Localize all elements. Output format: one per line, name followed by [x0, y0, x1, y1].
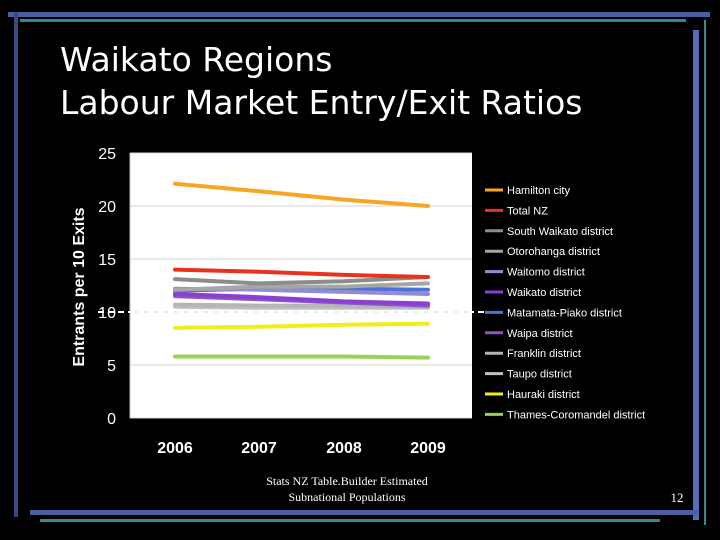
top-border-bar — [8, 12, 710, 17]
y-tick-label: 20 — [98, 199, 116, 216]
page-number: 12 — [670, 490, 684, 505]
legend-label: Waipa district — [507, 328, 573, 340]
x-tick-label: 2007 — [241, 440, 277, 457]
right-border-thin — [704, 20, 706, 525]
slide-title: Waikato Regions Labour Market Entry/Exit… — [60, 38, 582, 124]
x-tick-label: 2006 — [157, 440, 193, 457]
source-line-2: Subnational Populations — [288, 490, 406, 504]
legend: Hamilton city Total NZ South Waikato distr… — [485, 185, 645, 421]
y-tick-label: 15 — [98, 252, 116, 269]
legend-label: Thames-Coromandel district — [507, 409, 645, 421]
series-line — [173, 292, 430, 306]
bottom-border-teal — [40, 519, 660, 522]
x-tick-label: 2009 — [410, 440, 446, 457]
series-line — [173, 302, 430, 309]
legend-label: Hauraki district — [507, 389, 580, 401]
slide-title-line-1: Waikato Regions — [60, 40, 333, 79]
legend-label: South Waikato district — [507, 226, 613, 238]
source-line-1: Stats NZ Table.Builder Estimated — [266, 474, 428, 488]
slide-title-line-2: Labour Market Entry/Exit Ratios — [60, 83, 583, 122]
series-line — [173, 181, 430, 208]
source-note: Stats NZ Table.Builder Estimated Subnati… — [222, 473, 472, 505]
series-line — [173, 321, 430, 330]
legend-label: Total NZ — [507, 205, 548, 217]
legend-label: Otorohanga district — [507, 246, 600, 258]
legend-label: Hamilton city — [507, 185, 570, 197]
y-tick-label: 10 — [98, 305, 116, 322]
y-tick-label: 5 — [107, 358, 116, 375]
y-axis-label: Entrants per 10 Exits — [71, 207, 88, 366]
legend-label: Franklin district — [507, 348, 581, 360]
series-line — [173, 275, 430, 286]
legend-label: Matamata-Piako district — [507, 307, 622, 319]
y-tick-label: 25 — [98, 146, 116, 163]
legend-label: Waikato district — [507, 287, 581, 299]
left-border-bar — [14, 12, 18, 517]
legend-label: Waitomo district — [507, 267, 585, 279]
y-tick-label: 0 — [107, 411, 116, 428]
bottom-border-bar — [30, 510, 698, 515]
series-layer — [173, 181, 430, 360]
right-border-bar — [693, 30, 699, 520]
top-border-teal — [20, 19, 686, 22]
series-line — [173, 354, 430, 360]
x-tick-label: 2008 — [326, 440, 362, 457]
legend-label: Taupo district — [507, 369, 572, 381]
series-line — [173, 281, 430, 292]
x-tick-labels: 2006 2007 2008 2009 — [157, 440, 446, 457]
series-line — [173, 267, 430, 279]
y-tick-labels: 0 5 10 15 20 25 — [98, 146, 116, 428]
